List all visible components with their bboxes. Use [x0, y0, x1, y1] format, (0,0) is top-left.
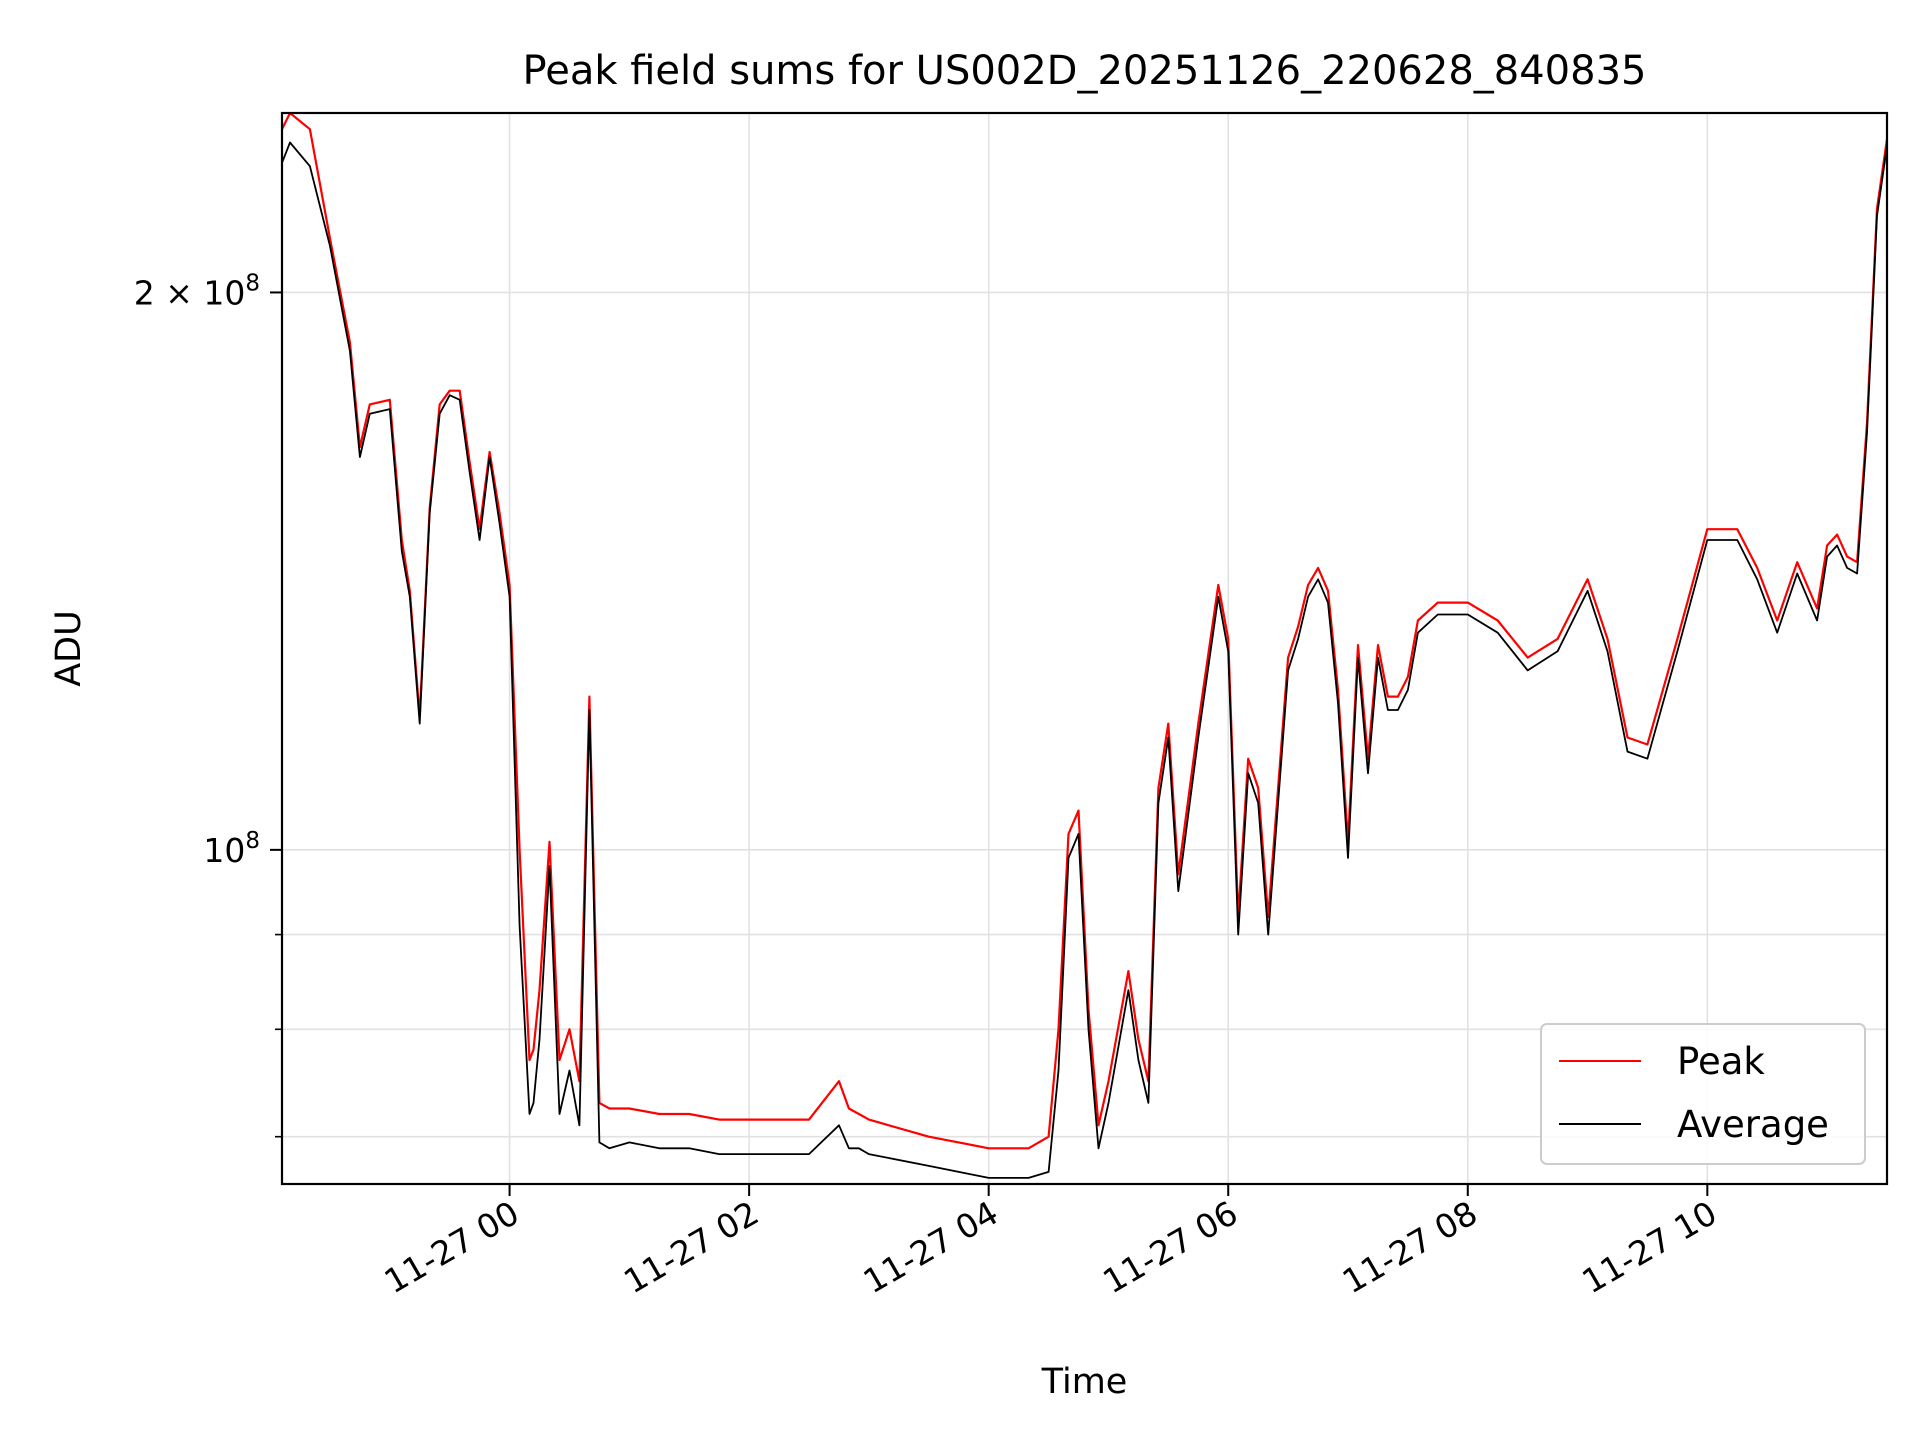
y-tick-exponent: 8	[245, 828, 260, 854]
x-tick-label: 11-27 02	[617, 1193, 765, 1301]
y-tick-label: 2 × 108	[134, 270, 260, 312]
x-tick-label: 11-27 06	[1096, 1193, 1244, 1301]
chart-title: Peak field sums for US002D_20251126_2206…	[523, 48, 1647, 94]
x-axis: 11-27 00 11-27 02 11-27 04 11-27 06 11-27 08…	[378, 1184, 1723, 1301]
series-line-peak	[282, 113, 1887, 1150]
y-axis-label: ADU	[49, 610, 89, 687]
series-line-average	[282, 141, 1887, 1179]
y-tick-label: 108	[203, 828, 260, 870]
y-tick-exponent: 8	[245, 270, 260, 296]
plot-area-frame	[280, 111, 1889, 1186]
legend-label: Peak	[1677, 1040, 1765, 1083]
x-tick-label: 11-27 10	[1575, 1193, 1723, 1301]
x-tick-label: 11-27 00	[378, 1193, 526, 1301]
y-tick-base: 10	[203, 273, 245, 312]
x-tick-label: 11-27 08	[1336, 1193, 1484, 1301]
x-tick-label: 11-27 04	[857, 1193, 1005, 1301]
legend-label: Average	[1677, 1103, 1829, 1146]
legend-box	[1540, 1023, 1866, 1165]
legend: Peak Average	[1540, 1023, 1866, 1165]
x-axis-label: Time	[1041, 1362, 1128, 1402]
y-tick-mantissa: 2 ×	[134, 273, 204, 312]
series-layer	[282, 113, 1887, 1179]
y-tick-base: 10	[203, 831, 245, 870]
